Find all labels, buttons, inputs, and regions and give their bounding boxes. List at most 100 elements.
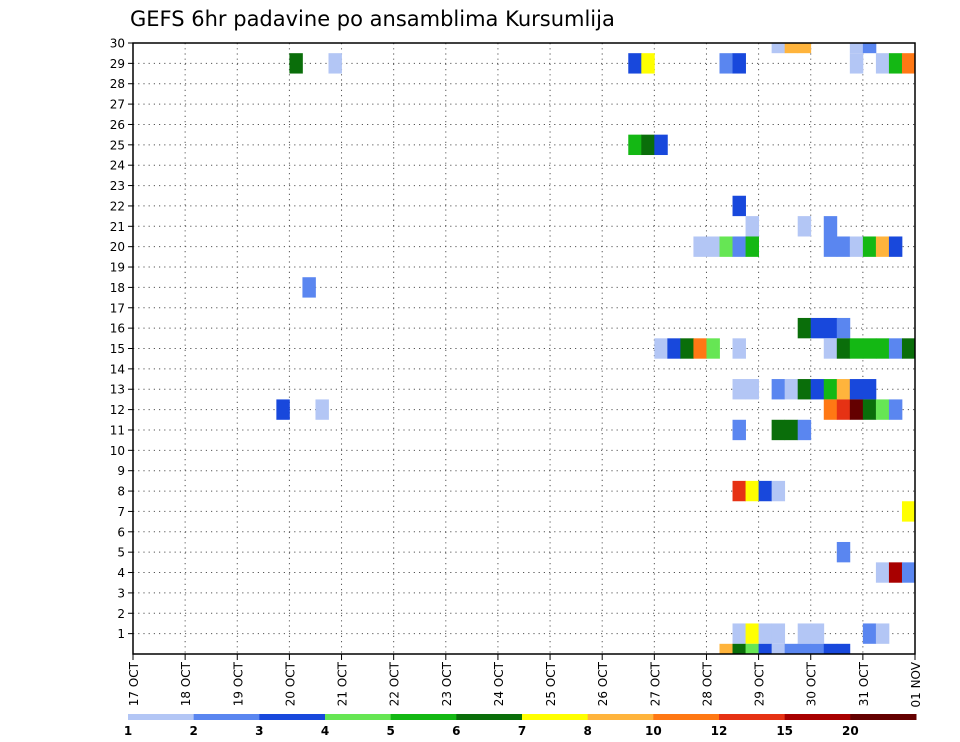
- precip-cell: [823, 643, 838, 654]
- colorbar-label: 7: [518, 724, 526, 738]
- precip-cell: [732, 623, 746, 644]
- y-tick-label: 8: [117, 485, 125, 499]
- colorbar-segment: [128, 714, 195, 720]
- precip-cell: [823, 317, 838, 339]
- precip-cell: [745, 216, 759, 237]
- precip-cell: [888, 338, 903, 359]
- precip-cell: [875, 53, 890, 74]
- precip-cell: [836, 236, 851, 257]
- precip-cell: [901, 53, 916, 74]
- y-tick-label: 15: [110, 342, 125, 356]
- y-tick-label: 13: [110, 383, 125, 397]
- y-tick-label: 26: [110, 118, 125, 132]
- precip-cell: [745, 643, 759, 654]
- precip-cell: [797, 623, 812, 644]
- precip-cells: [276, 43, 916, 654]
- precip-cell: [810, 623, 825, 644]
- precip-cell: [732, 643, 746, 654]
- precip-cell: [862, 379, 877, 400]
- colorbar-segment: [653, 714, 720, 720]
- precip-cell: [302, 277, 316, 298]
- precip-cell: [849, 43, 864, 54]
- x-tick-label: 25 OCT: [544, 661, 558, 706]
- precip-cell: [875, 338, 890, 359]
- colorbar-segment: [719, 714, 786, 720]
- colorbar-label: 5: [386, 724, 394, 738]
- precip-cell: [315, 399, 329, 420]
- colorbar-segment: [784, 714, 851, 720]
- y-tick-label: 22: [110, 199, 125, 213]
- colorbar-segment: [193, 714, 260, 720]
- precip-cell: [771, 379, 786, 400]
- precip-cell: [732, 379, 746, 400]
- precip-cell: [771, 419, 786, 441]
- precip-cell: [732, 338, 746, 359]
- precip-cell: [784, 379, 799, 400]
- precip-cell: [797, 419, 812, 441]
- precip-cell: [849, 53, 864, 74]
- precip-cell: [797, 379, 812, 400]
- precip-cell: [901, 562, 916, 583]
- y-tick-label: 16: [110, 322, 125, 336]
- precip-cell: [758, 480, 773, 502]
- colorbar-label: 10: [645, 724, 662, 738]
- precip-cell: [836, 379, 851, 400]
- y-tick-label: 20: [110, 240, 125, 254]
- precip-cell: [654, 134, 668, 156]
- precip-cell: [849, 399, 864, 420]
- colorbar-segment: [325, 714, 392, 720]
- precip-cell: [641, 134, 655, 156]
- y-tick-label: 4: [117, 566, 125, 580]
- precip-cell: [888, 53, 903, 74]
- precip-cell: [823, 338, 838, 359]
- x-tick-label: 01 NOV: [909, 661, 923, 707]
- colorbar-segment: [390, 714, 457, 720]
- y-tick-label: 10: [110, 444, 125, 458]
- y-tick-label: 29: [110, 57, 125, 71]
- precip-cell: [745, 480, 759, 502]
- precip-cell: [693, 236, 707, 257]
- y-tick-label: 19: [110, 261, 125, 275]
- precip-cell: [797, 43, 812, 54]
- colorbar-label: 6: [452, 724, 460, 738]
- precip-cell: [849, 236, 864, 257]
- precip-cell: [680, 338, 694, 359]
- colorbar-segment: [259, 714, 326, 720]
- precip-cell: [888, 562, 903, 583]
- colorbar: 1 2 3 4 5 6 7 8 10 12 15 20: [124, 714, 917, 738]
- precip-cell: [810, 379, 825, 400]
- colorbar-segment: [850, 714, 917, 720]
- y-tick-label: 11: [110, 423, 125, 437]
- precip-cell: [875, 236, 890, 257]
- precip-cell: [862, 338, 877, 359]
- colorbar-label: 1: [124, 724, 132, 738]
- y-tick-label: 6: [117, 525, 125, 539]
- precip-cell: [732, 480, 746, 502]
- precip-cell: [654, 338, 668, 359]
- colorbar-label: 4: [321, 724, 329, 738]
- precip-cell: [745, 236, 759, 257]
- y-tick-label: 14: [110, 362, 125, 376]
- precip-cell: [628, 134, 642, 156]
- colorbar-label: 2: [189, 724, 197, 738]
- y-tick-label: 25: [110, 138, 125, 152]
- precip-cell: [849, 379, 864, 400]
- precip-cell: [784, 419, 799, 441]
- precip-cell: [810, 643, 825, 654]
- precip-cell: [862, 43, 877, 54]
- x-tick-label: 17 OCT: [127, 661, 141, 706]
- precip-cell: [745, 623, 759, 644]
- colorbar-label: 8: [583, 724, 591, 738]
- precip-cell: [693, 338, 707, 359]
- y-tick-label: 30: [110, 37, 125, 51]
- precip-cell: [797, 317, 812, 339]
- y-tick-label: 28: [110, 77, 125, 91]
- precip-cell: [667, 338, 681, 359]
- x-tick-label: 30 OCT: [805, 661, 819, 706]
- precip-cell: [849, 338, 864, 359]
- chart-title: GEFS 6hr padavine po ansamblima Kursumli…: [130, 7, 615, 31]
- precip-cell: [289, 53, 303, 74]
- precip-cell: [875, 623, 890, 644]
- y-tick-label: 27: [110, 98, 125, 112]
